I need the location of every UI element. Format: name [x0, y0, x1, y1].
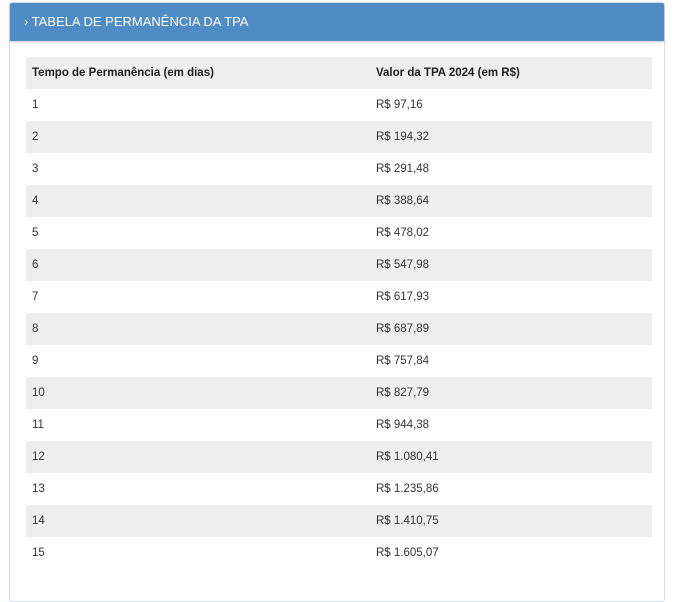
- table-row: 8 R$ 687,89: [26, 313, 652, 345]
- table-row: 4 R$ 388,64: [26, 185, 652, 217]
- days-cell: 8: [26, 313, 370, 345]
- table-head: Tempo de Permanência (em dias) Valor da …: [26, 57, 652, 89]
- table-row: 6 R$ 547,98: [26, 249, 652, 281]
- table-row: 12 R$ 1.080,41: [26, 441, 652, 473]
- value-cell: R$ 617,93: [376, 291, 430, 303]
- table-row: 7 R$ 617,93: [26, 281, 652, 313]
- table-row: 15 R$ 1.605,07: [26, 537, 652, 569]
- panel-title[interactable]: › TABELA DE PERMANÊNCIA DA TPA: [10, 3, 664, 41]
- days-cell: 15: [32, 547, 45, 559]
- value-cell: R$ 1.605,07: [376, 547, 439, 559]
- table-row: 5 R$ 478,02: [26, 217, 652, 249]
- days-cell: 10: [26, 377, 370, 409]
- days-cell: 2: [26, 121, 370, 153]
- table: Tempo de Permanência (em dias) Valor da …: [26, 57, 652, 569]
- days-cell: 7: [32, 291, 39, 303]
- value-cell: R$ 478,02: [376, 227, 430, 239]
- column-header: Valor da TPA 2024 (em R$): [370, 57, 652, 89]
- days-cell: 11: [32, 419, 44, 431]
- table-row: 9 R$ 757,84: [26, 345, 652, 377]
- value-cell: R$ 1.080,41: [370, 441, 652, 473]
- value-cell: R$ 1.235,86: [376, 483, 439, 495]
- value-cell: R$ 827,79: [370, 377, 652, 409]
- days-cell: 14: [26, 505, 370, 537]
- days-cell: 3: [32, 163, 39, 175]
- table-row: 1 R$ 97,16: [26, 89, 652, 121]
- days-cell: 5: [32, 227, 39, 239]
- value-cell: R$ 97,16: [376, 99, 423, 111]
- value-cell: R$ 1.410,75: [370, 505, 652, 537]
- page: › TABELA DE PERMANÊNCIA DA TPA Tempo de …: [9, 2, 665, 602]
- days-cell: 4: [26, 185, 370, 217]
- column-header: Tempo de Permanência (em dias): [26, 57, 370, 89]
- value-cell: R$ 687,89: [370, 313, 652, 345]
- table-row: 2 R$ 194,32: [26, 121, 652, 153]
- days-cell: 9: [32, 355, 39, 367]
- table-row: 10 R$ 827,79: [26, 377, 652, 409]
- panel: › TABELA DE PERMANÊNCIA DA TPA Tempo de …: [9, 2, 665, 602]
- table-row: 13 R$ 1.235,86: [26, 473, 652, 505]
- days-cell: 6: [26, 249, 370, 281]
- value-cell: R$ 547,98: [370, 249, 652, 281]
- value-cell: R$ 388,64: [370, 185, 652, 217]
- value-cell: R$ 291,48: [376, 163, 430, 175]
- table-body: 1 R$ 97,16 2 R$ 194,32 3 R$ 291,48 4 R$ 388,64 5…: [26, 89, 652, 569]
- value-cell: R$ 194,32: [370, 121, 652, 153]
- days-cell: 1: [32, 99, 39, 111]
- header-row: Tempo de Permanência (em dias) Valor da …: [26, 57, 652, 89]
- table-row: 14 R$ 1.410,75: [26, 505, 652, 537]
- days-cell: 12: [26, 441, 370, 473]
- days-cell: 13: [32, 483, 45, 495]
- table-row: 3 R$ 291,48: [26, 153, 652, 185]
- value-cell: R$ 757,84: [376, 355, 430, 367]
- table-row: 11 R$ 944,38: [26, 409, 652, 441]
- value-cell: R$ 944,38: [376, 419, 430, 431]
